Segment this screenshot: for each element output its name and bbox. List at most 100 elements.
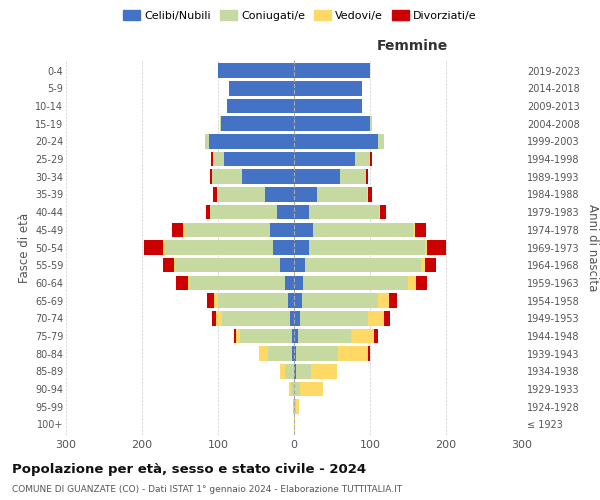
Bar [183, 222, 185, 237]
Bar [211, 152, 212, 166]
Text: Femmine: Femmine [377, 38, 448, 52]
Bar [294, 364, 296, 378]
Bar [277, 205, 294, 220]
Bar [294, 417, 295, 432]
Bar [421, 258, 425, 272]
Bar [218, 64, 294, 78]
Bar [294, 222, 313, 237]
Bar [229, 81, 294, 96]
Bar [144, 240, 163, 255]
Bar [240, 328, 292, 343]
Bar [216, 311, 222, 326]
Bar [294, 294, 302, 308]
Bar [367, 187, 368, 202]
Bar [224, 152, 294, 166]
Bar [294, 116, 370, 131]
Bar [374, 328, 377, 343]
Bar [172, 222, 183, 237]
Bar [290, 311, 294, 326]
Bar [242, 170, 294, 184]
Bar [296, 346, 338, 361]
Y-axis label: Anni di nascita: Anni di nascita [586, 204, 599, 291]
Bar [190, 276, 285, 290]
Bar [280, 364, 285, 378]
Bar [294, 311, 300, 326]
Bar [294, 170, 340, 184]
Bar [289, 382, 291, 396]
Bar [175, 258, 280, 272]
Bar [163, 240, 165, 255]
Bar [273, 240, 294, 255]
Bar [377, 294, 389, 308]
Bar [425, 240, 427, 255]
Bar [220, 116, 221, 131]
Bar [415, 222, 426, 237]
Bar [227, 98, 294, 113]
Bar [338, 346, 368, 361]
Bar [294, 240, 309, 255]
Bar [294, 187, 317, 202]
Bar [212, 170, 242, 184]
Bar [214, 187, 217, 202]
Bar [212, 311, 216, 326]
Y-axis label: Fasce di età: Fasce di età [17, 212, 31, 282]
Bar [427, 240, 446, 255]
Bar [317, 187, 367, 202]
Bar [302, 294, 377, 308]
Bar [174, 258, 175, 272]
Bar [205, 134, 209, 148]
Bar [294, 205, 309, 220]
Bar [294, 152, 355, 166]
Bar [214, 294, 218, 308]
Bar [366, 170, 368, 184]
Bar [303, 276, 408, 290]
Bar [368, 346, 370, 361]
Bar [285, 364, 294, 378]
Bar [222, 311, 290, 326]
Bar [416, 276, 427, 290]
Bar [300, 382, 323, 396]
Bar [351, 328, 374, 343]
Bar [380, 205, 386, 220]
Bar [379, 205, 380, 220]
Bar [185, 222, 269, 237]
Bar [408, 276, 416, 290]
Bar [296, 400, 299, 414]
Bar [294, 81, 362, 96]
Legend: Celibi/Nubili, Coniugati/e, Vedovi/e, Divorziati/e: Celibi/Nubili, Coniugati/e, Vedovi/e, Di… [119, 6, 481, 25]
Bar [234, 328, 236, 343]
Bar [313, 222, 413, 237]
Bar [188, 276, 190, 290]
Bar [383, 311, 390, 326]
Bar [265, 187, 294, 202]
Bar [217, 187, 218, 202]
Bar [300, 311, 368, 326]
Bar [294, 134, 377, 148]
Bar [370, 116, 372, 131]
Bar [211, 205, 277, 220]
Text: Popolazione per età, sesso e stato civile - 2024: Popolazione per età, sesso e stato civil… [12, 462, 366, 475]
Bar [209, 134, 294, 148]
Bar [269, 222, 294, 237]
Bar [305, 258, 421, 272]
Bar [285, 276, 294, 290]
Bar [292, 346, 294, 361]
Bar [212, 152, 224, 166]
Bar [291, 382, 294, 396]
Bar [294, 346, 296, 361]
Bar [296, 364, 311, 378]
Text: COMUNE DI GUANZATE (CO) - Dati ISTAT 1° gennaio 2024 - Elaborazione TUTTITALIA.I: COMUNE DI GUANZATE (CO) - Dati ISTAT 1° … [12, 486, 402, 494]
Bar [294, 64, 370, 78]
Bar [368, 187, 371, 202]
Bar [370, 152, 371, 166]
Bar [221, 116, 294, 131]
Bar [206, 205, 209, 220]
Bar [294, 400, 296, 414]
Bar [413, 222, 415, 237]
Bar [298, 328, 351, 343]
Bar [293, 400, 294, 414]
Bar [294, 328, 298, 343]
Bar [268, 346, 292, 361]
Bar [311, 364, 337, 378]
Bar [209, 205, 211, 220]
